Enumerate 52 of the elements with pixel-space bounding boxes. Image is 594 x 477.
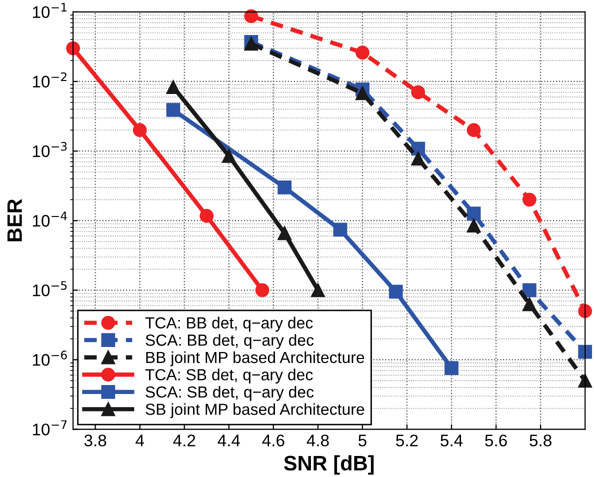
point xyxy=(388,284,403,299)
legend-label: TCA: SB det, q−ary dec xyxy=(145,368,313,384)
point xyxy=(244,9,258,24)
x-tick-label: 4.8 xyxy=(306,434,329,446)
point xyxy=(311,283,325,298)
legend-label: SCA: BB det, q−ary dec xyxy=(146,334,314,349)
point xyxy=(578,344,592,359)
point xyxy=(278,180,292,194)
point xyxy=(356,46,370,60)
x-tick-label: 5.4 xyxy=(440,434,463,446)
legend-label: SCA: SB det, q−ary dec xyxy=(146,386,314,401)
point xyxy=(333,222,348,237)
x-tick-label: 3.8 xyxy=(84,434,106,446)
x-tick-label: 5.2 xyxy=(396,434,418,446)
point xyxy=(166,80,180,94)
point xyxy=(444,361,458,375)
point xyxy=(278,226,292,240)
x-tick-label: 4 xyxy=(136,434,144,446)
y-tick-label: 10$^{−1}$ xyxy=(32,2,67,18)
legend-label: SB joint MP based Architecture xyxy=(146,403,364,418)
point xyxy=(522,297,536,312)
point xyxy=(466,123,481,138)
point xyxy=(466,206,481,221)
point xyxy=(411,152,426,166)
y-tick-label: 10$^{−5}$ xyxy=(32,281,67,296)
point xyxy=(356,86,370,100)
point xyxy=(522,192,536,207)
point xyxy=(132,123,147,138)
x-tick-label: 4.4 xyxy=(218,434,240,446)
point xyxy=(166,102,180,117)
point xyxy=(66,41,80,56)
x-tick-label: 5.6 xyxy=(485,434,507,446)
x-tick-label: 4.6 xyxy=(262,434,284,446)
point xyxy=(222,149,236,163)
point xyxy=(578,304,592,318)
point xyxy=(255,283,270,298)
point xyxy=(200,208,214,223)
legend-label: TCA: BB det, q−ary dec xyxy=(145,316,313,332)
point xyxy=(466,218,481,232)
point xyxy=(522,283,536,298)
y-tick-label: 10$^{−4}$ xyxy=(32,212,67,227)
x-tick-label: 4.2 xyxy=(173,434,196,446)
y-tick-label: 10$^{−7}$ xyxy=(32,420,67,436)
x-tick-label: 5.8 xyxy=(530,434,552,446)
y-tick-label: 10$^{−6}$ xyxy=(32,350,67,366)
legend-label: BB joint MP based Architecture xyxy=(146,351,364,366)
x-axis-title: SNR [dB] xyxy=(284,455,374,475)
y-tick-label: 10$^{−2}$ xyxy=(32,72,66,88)
x-tick-label: 5 xyxy=(358,434,366,446)
y-tick-label: 10$^{−3}$ xyxy=(32,142,67,158)
point xyxy=(411,85,426,100)
y-axis-title: BER xyxy=(7,199,22,242)
